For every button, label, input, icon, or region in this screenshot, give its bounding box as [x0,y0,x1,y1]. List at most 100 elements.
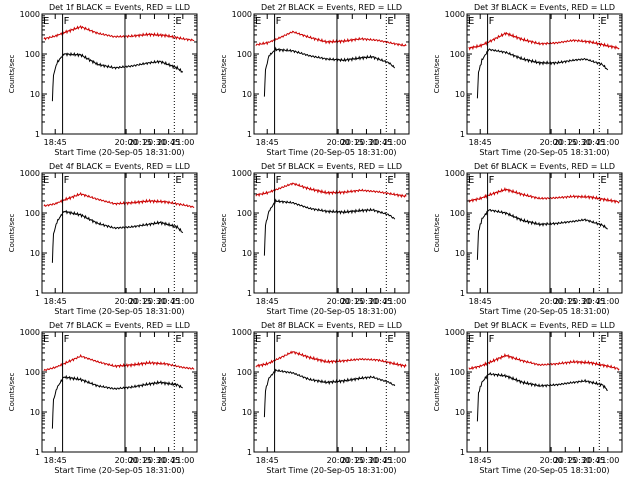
x-axis-label: Start Time (20-Sep-05 18:31:00) [54,307,184,316]
marker-label: F [64,175,70,186]
x-tick-label: 20:00 [115,456,138,465]
chart-title: Det 9f BLACK = Events, RED = LLD [474,321,615,330]
x-axis-label: Start Time (20-Sep-05 18:31:00) [479,307,609,316]
y-tick-label: 100 [25,209,40,218]
marker-label: E [387,334,393,345]
plot-frame [41,331,198,453]
y-axis-label: Counts/sec [220,55,228,94]
plot-frame [466,331,623,453]
plot-frame [466,13,623,135]
marker-label: F [489,175,495,186]
y-tick-label: 10 [455,90,465,99]
y-tick-label: 1000 [445,328,465,337]
x-tick-label: 20:45 [369,456,392,465]
y-tick-label: 1 [460,289,465,298]
y-axis-label: Counts/sec [8,373,16,412]
series-line-events-black [476,371,608,422]
y-tick-label: 1000 [20,328,40,337]
y-axis-label: Counts/sec [433,373,441,412]
y-tick-label: 1 [247,448,252,457]
y-tick-label: 10 [455,408,465,417]
marker-label: E [387,16,393,27]
y-tick-label: 100 [450,368,465,377]
y-tick-label: 100 [237,368,252,377]
series-line-lld-red [255,30,407,47]
y-tick-label: 1000 [445,10,465,19]
marker-label: E [468,334,474,345]
y-tick-label: 10 [242,249,252,258]
chart-panel-9: Det 9f BLACK = Events, RED = LLD 1 10 100 10… [433,321,623,475]
x-tick-label: 20:15 [341,138,364,147]
x-tick-label: 20:45 [157,138,180,147]
y-tick-label: 1 [247,130,252,139]
marker-label: F [489,334,495,345]
x-tick-label: 20:45 [582,138,605,147]
y-tick-label: 1000 [232,169,252,178]
x-tick-label: 21:00 [596,456,619,465]
chart-title: Det 4f BLACK = Events, RED = LLD [49,162,190,171]
chart-panel-3: Det 3f BLACK = Events, RED = LLD 1 10 100 10… [433,3,623,157]
x-tick-label: 20:45 [582,297,605,306]
x-tick-label: 20:00 [540,456,563,465]
series-line-lld-red [468,187,620,205]
plot-frame [41,172,198,294]
x-axis-label: Start Time (20-Sep-05 18:31:00) [266,307,396,316]
chart-panel-5: Det 5f BLACK = Events, RED = LLD 1 10 100 10… [220,162,410,316]
x-tick-label: 18:45 [256,456,279,465]
marker-label: E [600,16,606,27]
x-tick-label: 18:45 [256,297,279,306]
y-tick-label: 1000 [20,10,40,19]
x-tick-label: 20:15 [341,456,364,465]
y-tick-label: 10 [242,408,252,417]
series-line-events-black [476,208,608,260]
x-axis-label: Start Time (20-Sep-05 18:31:00) [479,148,609,157]
chart-panel-4: Det 4f BLACK = Events, RED = LLD 1 10 100 10… [8,162,198,316]
y-tick-label: 100 [450,50,465,59]
marker-label: E [43,16,49,27]
x-axis-label: Start Time (20-Sep-05 18:31:00) [479,466,609,475]
x-tick-label: 20:30 [355,138,378,147]
y-tick-label: 1000 [232,328,252,337]
y-tick-label: 10 [30,90,40,99]
x-tick-label: 21:00 [383,138,406,147]
x-tick-label: 18:45 [44,138,67,147]
x-tick-label: 20:30 [355,456,378,465]
y-tick-label: 10 [242,90,252,99]
marker-label: E [468,16,474,27]
x-tick-label: 20:00 [327,138,350,147]
chart-title: Det 1f BLACK = Events, RED = LLD [49,3,190,12]
series-line-events-black [263,46,396,97]
marker-label: E [387,175,393,186]
y-tick-label: 10 [455,249,465,258]
marker-label: E [468,175,474,186]
marker-label: F [276,175,282,186]
series-line-events-black [263,198,396,256]
chart-title: Det 8f BLACK = Events, RED = LLD [261,321,402,330]
y-tick-label: 1 [247,289,252,298]
x-tick-label: 20:15 [341,297,364,306]
y-tick-label: 1 [35,448,40,457]
plot-frame [253,172,410,294]
y-tick-label: 1 [35,289,40,298]
y-tick-label: 10 [30,408,40,417]
chart-title: Det 7f BLACK = Events, RED = LLD [49,321,190,330]
marker-label: F [64,16,70,27]
series-line-lld-red [468,352,620,371]
x-tick-label: 20:30 [568,456,591,465]
x-tick-label: 20:30 [355,297,378,306]
x-tick-label: 18:45 [469,297,492,306]
marker-label: E [175,334,181,345]
x-tick-label: 20:15 [129,138,152,147]
x-axis-label: Start Time (20-Sep-05 18:31:00) [54,148,184,157]
marker-label: E [255,16,261,27]
series-line-events-black [51,374,183,429]
marker-label: E [600,175,606,186]
x-tick-label: 18:45 [469,138,492,147]
y-tick-label: 100 [450,209,465,218]
marker-label: F [276,16,282,27]
chart-panel-8: Det 8f BLACK = Events, RED = LLD 1 10 100 10… [220,321,410,475]
x-tick-label: 20:00 [327,297,350,306]
x-tick-label: 20:45 [157,456,180,465]
chart-panel-7: Det 7f BLACK = Events, RED = LLD 1 10 100 10… [8,321,198,475]
x-tick-label: 18:45 [256,138,279,147]
